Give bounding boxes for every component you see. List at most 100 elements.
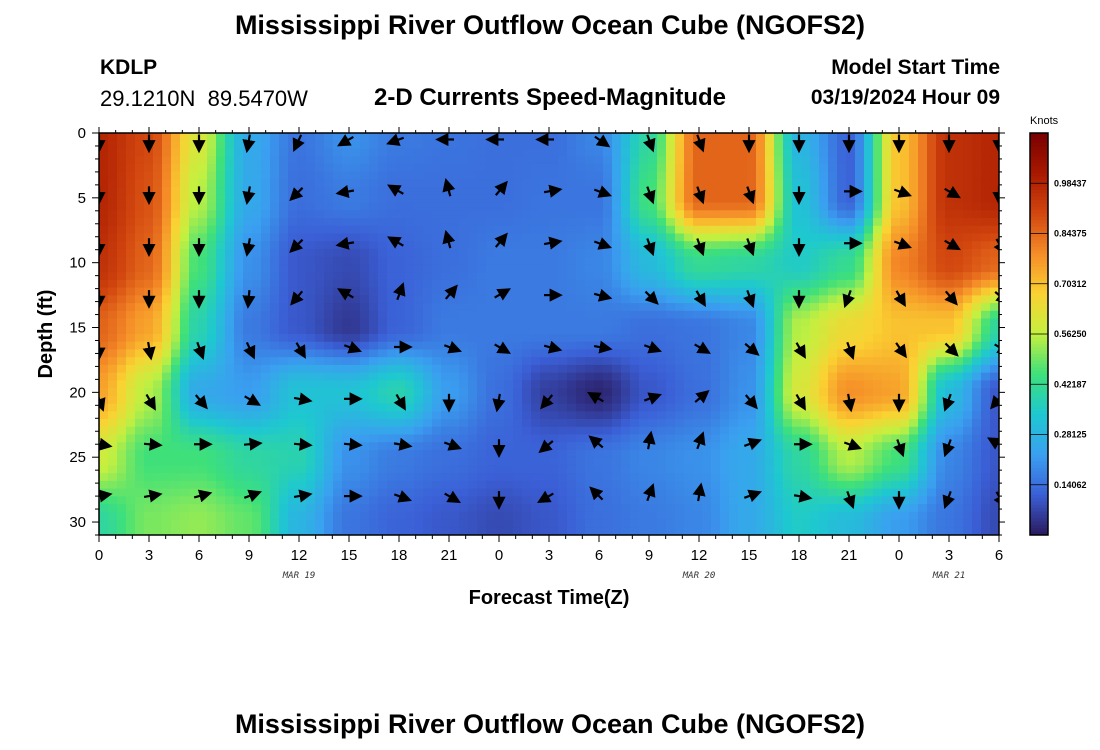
- heatmap-cell: [153, 380, 163, 389]
- heatmap-cell: [414, 388, 424, 397]
- heatmap-cell: [954, 279, 964, 289]
- heatmap-cell: [459, 357, 469, 366]
- heatmap-cell: [810, 248, 820, 258]
- heatmap-cell: [261, 380, 271, 389]
- heatmap-cell: [837, 218, 847, 227]
- heatmap-cell: [126, 357, 136, 366]
- heatmap-cell: [621, 372, 631, 381]
- heatmap-cell: [891, 171, 901, 180]
- heatmap-cell: [207, 426, 217, 436]
- heatmap-cell: [297, 465, 307, 474]
- heatmap-cell: [666, 488, 676, 497]
- heatmap-cell: [621, 179, 631, 188]
- heatmap-cell: [396, 218, 406, 227]
- heatmap-cell: [585, 241, 595, 250]
- heatmap-cell: [585, 194, 595, 204]
- heatmap-cell: [630, 272, 640, 281]
- heatmap-cell: [108, 403, 118, 412]
- heatmap-cell: [774, 256, 784, 266]
- heatmap-cell: [720, 473, 730, 482]
- heatmap-cell: [351, 310, 361, 320]
- heatmap-cell: [108, 326, 118, 335]
- heatmap-cell: [837, 349, 847, 358]
- heatmap-cell: [468, 318, 478, 327]
- heatmap-cell: [522, 171, 532, 180]
- heatmap-cell: [954, 380, 964, 389]
- heatmap-cell: [189, 187, 199, 196]
- heatmap-cell: [729, 349, 739, 358]
- heatmap-cell: [306, 179, 316, 188]
- heatmap-cell: [873, 349, 883, 358]
- heatmap-cell: [513, 419, 523, 428]
- heatmap-cell: [963, 202, 973, 211]
- heatmap-cell: [288, 442, 298, 451]
- heatmap-cell: [873, 380, 883, 389]
- heatmap-cell: [855, 210, 865, 219]
- heatmap-cell: [423, 264, 433, 273]
- heatmap-cell: [243, 473, 253, 482]
- heatmap-cell: [918, 218, 928, 227]
- heatmap-cell: [135, 326, 145, 335]
- heatmap-cell: [909, 248, 919, 258]
- heatmap-cell: [414, 233, 424, 242]
- heatmap-cell: [630, 156, 640, 165]
- heatmap-cell: [963, 357, 973, 366]
- heatmap-cell: [405, 372, 415, 381]
- heatmap-cell: [657, 303, 667, 312]
- heatmap-cell: [972, 426, 982, 436]
- heatmap-cell: [117, 187, 127, 196]
- heatmap-cell: [360, 295, 370, 304]
- heatmap-cell: [819, 442, 829, 451]
- heatmap-cell: [918, 210, 928, 219]
- heatmap-cell: [576, 426, 586, 436]
- heatmap-cell: [117, 480, 127, 490]
- heatmap-cell: [405, 163, 415, 173]
- heatmap-cell: [684, 187, 694, 196]
- heatmap-cell: [630, 411, 640, 420]
- heatmap-cell: [900, 287, 910, 296]
- heatmap-cell: [513, 480, 523, 490]
- heatmap-cell: [153, 341, 163, 351]
- heatmap-cell: [747, 403, 757, 412]
- heatmap-cell: [351, 133, 361, 142]
- heatmap-cell: [585, 279, 595, 289]
- heatmap-cell: [477, 179, 487, 188]
- heatmap-cell: [702, 163, 712, 173]
- heatmap-cell: [774, 171, 784, 180]
- heatmap-cell: [126, 364, 136, 374]
- heatmap-cell: [198, 148, 208, 157]
- heatmap-cell: [621, 163, 631, 173]
- heatmap-cell: [945, 202, 955, 211]
- heatmap-cell: [234, 318, 244, 327]
- heatmap-cell: [144, 465, 154, 474]
- heatmap-cell: [162, 163, 172, 173]
- heatmap-cell: [801, 372, 811, 381]
- heatmap-cell: [558, 496, 568, 505]
- heatmap-cell: [711, 233, 721, 242]
- heatmap-cell: [288, 511, 298, 521]
- heatmap-cell: [252, 171, 262, 180]
- heatmap-cell: [729, 171, 739, 180]
- heatmap-cell: [99, 303, 109, 312]
- heatmap-cell: [657, 372, 667, 381]
- heatmap-cell: [549, 133, 559, 142]
- heatmap-cell: [648, 473, 658, 482]
- heatmap-cell: [684, 241, 694, 250]
- heatmap-cell: [252, 372, 262, 381]
- heatmap-cell: [288, 256, 298, 266]
- heatmap-cell: [108, 488, 118, 497]
- heatmap-cell: [594, 210, 604, 219]
- heatmap-cell: [369, 179, 379, 188]
- heatmap-cell: [693, 349, 703, 358]
- heatmap-cell: [540, 148, 550, 157]
- heatmap-cell: [216, 187, 226, 196]
- heatmap-cell: [585, 248, 595, 258]
- heatmap-cell: [720, 202, 730, 211]
- heatmap-cell: [666, 233, 676, 242]
- heatmap-cell: [558, 442, 568, 451]
- heatmap-cell: [837, 334, 847, 343]
- heatmap-cell: [927, 434, 937, 443]
- heatmap-cell: [756, 202, 766, 211]
- heatmap-cell: [819, 465, 829, 474]
- heatmap-cell: [243, 171, 253, 180]
